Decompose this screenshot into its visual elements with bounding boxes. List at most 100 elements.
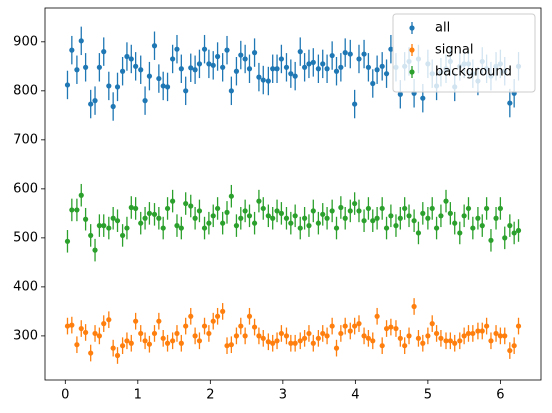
marker [124, 338, 130, 344]
marker [342, 215, 348, 221]
marker [365, 205, 372, 212]
marker [270, 66, 276, 72]
y-tick-label: 400 [13, 279, 38, 294]
marker [274, 66, 280, 72]
marker [283, 215, 290, 221]
marker [178, 340, 184, 346]
marker [183, 88, 189, 94]
marker [265, 78, 271, 84]
marker [283, 64, 290, 70]
marker [420, 340, 426, 346]
y-tick-label: 500 [13, 230, 38, 245]
marker [110, 345, 116, 351]
marker [96, 223, 102, 229]
marker [83, 64, 89, 70]
marker [338, 64, 344, 70]
marker [220, 220, 226, 226]
marker [242, 208, 248, 214]
marker [178, 225, 184, 231]
marker [329, 52, 335, 59]
marker [374, 215, 380, 221]
marker [406, 213, 412, 219]
marker [78, 192, 84, 198]
marker [174, 223, 180, 229]
marker [292, 340, 298, 346]
marker [119, 343, 126, 349]
marker [447, 210, 453, 216]
marker [156, 75, 162, 82]
marker [379, 63, 385, 69]
marker [507, 223, 513, 229]
marker [278, 56, 284, 62]
marker [425, 333, 431, 339]
marker [96, 64, 102, 70]
x-tick-label: 0 [61, 388, 69, 403]
marker [333, 225, 340, 231]
marker [452, 220, 458, 226]
marker [333, 345, 340, 351]
marker [164, 340, 171, 346]
marker [461, 333, 467, 339]
marker [224, 343, 230, 349]
marker [493, 215, 499, 221]
marker [238, 323, 244, 329]
legend-marker [409, 25, 415, 31]
marker [310, 340, 316, 346]
marker [493, 330, 499, 337]
marker [260, 205, 266, 212]
marker [515, 323, 522, 329]
marker [92, 330, 98, 337]
marker [452, 340, 458, 346]
marker [420, 95, 426, 101]
marker [461, 213, 467, 219]
marker [206, 220, 212, 226]
marker [201, 323, 208, 329]
marker [415, 335, 422, 341]
marker [457, 338, 463, 344]
marker [74, 342, 80, 348]
marker [238, 52, 244, 58]
marker [83, 329, 89, 336]
marker [315, 66, 321, 72]
marker [270, 340, 276, 346]
marker [265, 213, 271, 219]
marker [128, 204, 134, 211]
marker [402, 205, 408, 212]
marker [214, 313, 221, 319]
marker [124, 53, 130, 60]
marker [302, 335, 308, 341]
marker [415, 230, 422, 236]
marker [329, 323, 335, 329]
marker [146, 73, 153, 79]
marker [210, 213, 216, 219]
marker [142, 338, 148, 344]
marker [206, 61, 212, 67]
marker [164, 205, 171, 212]
marker [196, 61, 203, 67]
legend-marker [409, 69, 415, 75]
marker [433, 330, 440, 337]
marker [402, 343, 408, 349]
marker [242, 333, 248, 339]
marker [178, 66, 184, 72]
marker [297, 338, 303, 344]
marker [228, 88, 234, 94]
marker [306, 61, 312, 67]
marker [329, 208, 335, 214]
marker [342, 323, 348, 329]
marker [133, 63, 139, 69]
marker [465, 330, 472, 337]
marker [214, 53, 221, 60]
marker [106, 83, 112, 89]
marker [206, 330, 212, 337]
marker [88, 232, 94, 239]
marker [274, 208, 280, 214]
marker [302, 215, 308, 221]
marker [74, 207, 80, 213]
marker [78, 325, 84, 332]
marker [288, 71, 294, 77]
legend: all signal background [392, 13, 536, 93]
marker [88, 101, 94, 107]
marker [306, 223, 312, 229]
